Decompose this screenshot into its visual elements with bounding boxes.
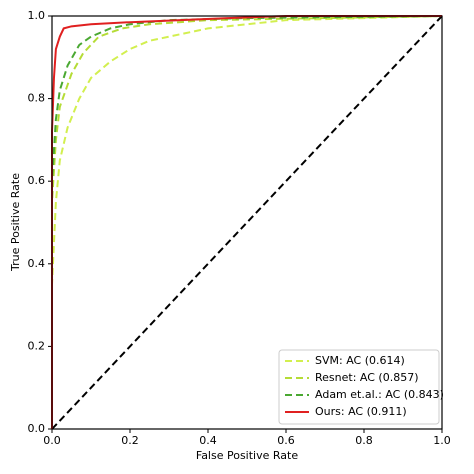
legend-label: Ours: AC (0.911) <box>315 405 407 418</box>
diagonal-line <box>51 15 443 430</box>
legend-label: Adam et.al.: AC (0.843) <box>315 388 444 401</box>
legend-box <box>278 349 440 425</box>
y-tick-label: 0.4 <box>28 257 46 270</box>
x-axis-label: False Positive Rate <box>196 449 298 462</box>
y-tick-label: 0.6 <box>28 174 46 187</box>
y-tick-label: 1.0 <box>28 9 46 22</box>
y-tick-label: 0.8 <box>28 92 46 105</box>
roc-line <box>51 15 442 429</box>
legend-label: SVM: AC (0.614) <box>315 354 405 367</box>
y-tick-label: 0.2 <box>28 339 46 352</box>
x-tick-label: 1.0 <box>433 434 451 447</box>
x-tick-label: 0.0 <box>43 434 61 447</box>
x-tick-label: 0.4 <box>199 434 217 447</box>
y-tick-label: 0.0 <box>28 422 46 435</box>
roc-line <box>51 15 443 429</box>
roc-line <box>51 15 443 429</box>
legend-label: Resnet: AC (0.857) <box>315 371 419 384</box>
x-tick-label: 0.8 <box>355 434 373 447</box>
y-axis-label: True Positive Rate <box>9 173 22 272</box>
x-tick-label: 0.2 <box>121 434 139 447</box>
x-tick-label: 0.6 <box>277 434 295 447</box>
plot-frame <box>51 15 443 430</box>
